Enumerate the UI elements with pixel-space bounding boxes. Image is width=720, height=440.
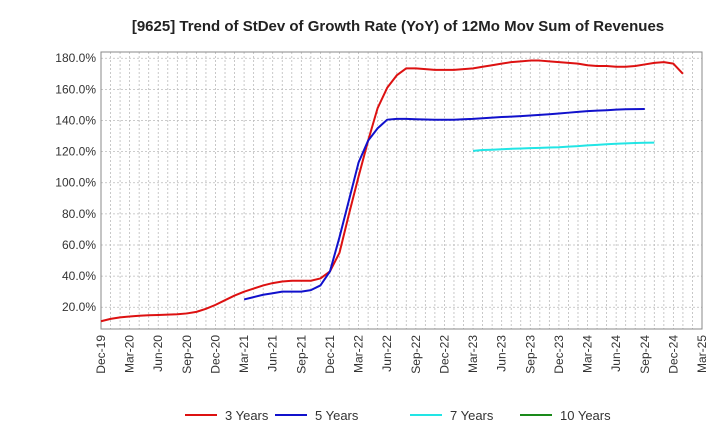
y-tick-label: 60.0% [62, 238, 96, 252]
legend-item-5-years: 5 Years [275, 408, 359, 423]
grid-lines [100, 52, 703, 329]
y-tick-label: 40.0% [62, 269, 96, 283]
series-line-7-years [472, 141, 655, 152]
x-tick-label: Sep-24 [638, 335, 652, 374]
x-tick-label: Sep-22 [409, 335, 423, 374]
legend-label: 3 Years [225, 408, 269, 423]
x-tick-label: Mar-22 [352, 335, 366, 373]
x-tick-label: Jun-23 [495, 335, 509, 372]
legend-label: 5 Years [315, 408, 359, 423]
series-line-3-years [100, 59, 684, 323]
x-tick-label: Mar-21 [237, 335, 251, 373]
legend-item-7-years: 7 Years [410, 408, 494, 423]
x-tick-label: Dec-24 [666, 335, 680, 374]
legend: 3 Years 5 Years 7 Years 10 Years [185, 408, 611, 423]
legend-label: 10 Years [560, 408, 611, 423]
x-tick-label: Mar-25 [695, 335, 709, 373]
y-tick-label: 20.0% [62, 300, 96, 314]
y-tick-label: 120.0% [55, 145, 96, 159]
x-tick-label: Mar-20 [123, 335, 137, 373]
x-tick-label: Jun-24 [609, 335, 623, 372]
x-tick-label: Sep-23 [523, 335, 537, 374]
x-tick-label: Dec-22 [437, 335, 451, 374]
x-tick-label: Sep-20 [180, 335, 194, 374]
y-tick-label: 140.0% [55, 113, 96, 127]
x-tick-label: Dec-20 [208, 335, 222, 374]
x-tick-label: Jun-21 [266, 335, 280, 372]
x-tick-label: Dec-21 [323, 335, 337, 374]
x-tick-label: Mar-23 [466, 335, 480, 373]
legend-item-10-years: 10 Years [520, 408, 611, 423]
plot-area-frame [100, 51, 703, 330]
y-axis-tick-labels: 20.0% 40.0% 60.0% 80.0% 100.0% 120.0% 140.0% 16… [55, 51, 96, 314]
x-tick-label: Jun-22 [380, 335, 394, 372]
x-tick-label: Sep-21 [294, 335, 308, 374]
y-tick-label: 80.0% [62, 207, 96, 221]
chart-title: [9625] Trend of StDev of Growth Rate (Yo… [132, 18, 664, 35]
x-axis-tick-labels: Dec-19 Mar-20 Jun-20 Sep-20 Dec-20 Mar-21 Jun-… [94, 335, 709, 374]
y-tick-label: 160.0% [55, 82, 96, 96]
series-lines [100, 59, 684, 323]
x-tick-label: Dec-19 [94, 335, 108, 374]
legend-item-3-years: 3 Years [185, 408, 269, 423]
y-tick-label: 100.0% [55, 176, 96, 190]
x-tick-label: Mar-24 [581, 335, 595, 373]
x-tick-label: Jun-20 [151, 335, 165, 372]
x-tick-label: Dec-23 [552, 335, 566, 374]
y-tick-label: 180.0% [55, 51, 96, 65]
legend-label: 7 Years [450, 408, 494, 423]
series-line-5-years [243, 107, 645, 301]
